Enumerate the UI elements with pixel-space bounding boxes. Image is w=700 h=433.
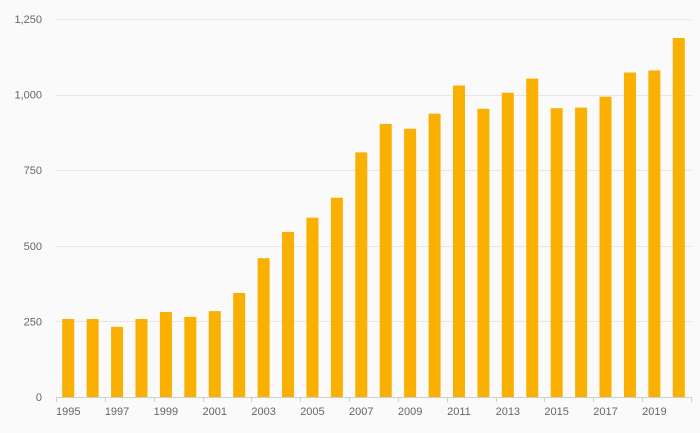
- x-tick-label: 2019: [642, 406, 666, 418]
- bar-1995: [62, 318, 75, 397]
- bar-2004: [282, 231, 295, 397]
- x-tick-label: 2003: [251, 406, 275, 418]
- bar-2010: [428, 113, 441, 398]
- bar-2007: [355, 152, 368, 397]
- x-tick-label: 2005: [300, 406, 324, 418]
- bar-1999: [159, 312, 172, 397]
- bar-2005: [306, 217, 319, 397]
- x-tick-label: 2009: [398, 406, 422, 418]
- y-tick-label: 0: [36, 392, 42, 404]
- x-tick-label: 1995: [56, 406, 80, 418]
- x-tick-label: 1997: [105, 406, 129, 418]
- bar-2006: [330, 197, 343, 397]
- bar-2009: [404, 128, 417, 397]
- x-axis-tick-labels: 1995 1997 1999 2001 2003 2005 2007 2009 2011 2013…: [56, 406, 667, 418]
- bar-2014: [526, 78, 539, 397]
- y-axis-tick-labels: 0 250 500 750 1,000 1,250: [14, 14, 42, 404]
- x-tick-label: 2007: [349, 406, 373, 418]
- bar-2002: [233, 292, 246, 397]
- x-tick-label: 2011: [447, 406, 471, 418]
- bar-2011: [452, 85, 465, 397]
- bar-2001: [208, 311, 221, 397]
- x-tick-label: 2001: [203, 406, 227, 418]
- bar-1998: [135, 318, 148, 397]
- bar-2019: [648, 70, 661, 397]
- bar-2017: [599, 96, 612, 397]
- y-tick-label: 1,250: [14, 14, 42, 26]
- bar-1996: [86, 318, 99, 397]
- bar-2016: [575, 107, 588, 397]
- y-tick-label: 1,000: [14, 90, 42, 102]
- y-tick-label: 500: [24, 241, 42, 253]
- bar-2008: [379, 123, 392, 398]
- bar-2018: [623, 72, 636, 398]
- y-tick-label: 750: [24, 165, 42, 177]
- bar-2015: [550, 108, 563, 398]
- bar-2012: [477, 108, 490, 397]
- x-tick-label: 2015: [544, 406, 568, 418]
- grid-layer: [56, 19, 691, 322]
- x-tick-label: 2017: [593, 406, 617, 418]
- bar-2020: [672, 38, 685, 398]
- y-tick-label: 250: [24, 316, 42, 328]
- x-tick-label: 2013: [496, 406, 520, 418]
- bar-layer: [62, 38, 685, 398]
- bar-2000: [184, 316, 197, 397]
- x-axis: [56, 397, 692, 402]
- bar-1997: [111, 326, 124, 397]
- bar-2003: [257, 258, 270, 397]
- bar-2013: [501, 92, 514, 397]
- x-tick-label: 1999: [154, 406, 178, 418]
